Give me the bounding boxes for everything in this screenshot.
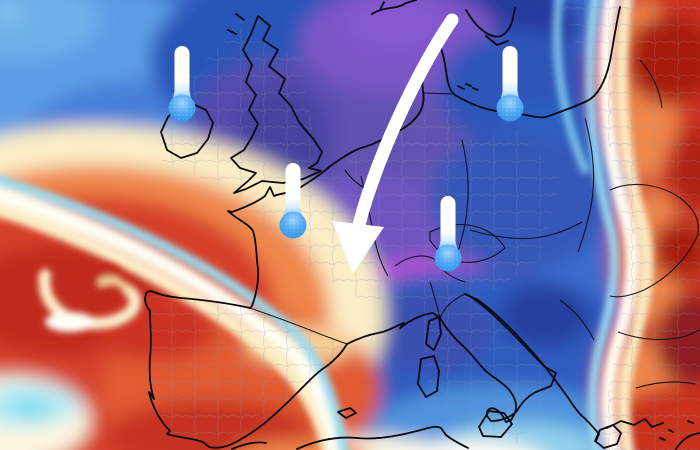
band-biscay-cyan xyxy=(0,175,349,450)
field-adriatic-navy xyxy=(500,283,590,347)
coastlines xyxy=(144,0,700,450)
border-bulgaria-greece xyxy=(635,381,696,389)
arrow-head xyxy=(332,221,384,274)
field-purple-vivid xyxy=(340,0,450,53)
coast-north-africa xyxy=(231,425,469,450)
coast-great-britain xyxy=(230,15,323,194)
border-poland-east xyxy=(577,117,595,253)
coast-ireland xyxy=(160,103,214,159)
coast-greece-gulfs xyxy=(606,418,664,429)
cold-air-arrow xyxy=(332,13,459,274)
border-germany-denmark xyxy=(423,92,453,95)
admin-mesh-east xyxy=(560,0,700,450)
band-baltic-cyan xyxy=(553,0,589,174)
swirl-sand-hook xyxy=(98,276,132,294)
atlantic-eddy-swirl xyxy=(38,264,142,332)
coast-danish-isles xyxy=(457,83,479,91)
country-borders xyxy=(249,59,700,389)
coast-sweden xyxy=(465,7,516,46)
border-baltics xyxy=(639,59,663,109)
border-pyrenees xyxy=(249,307,348,345)
coast-hebrides xyxy=(227,13,245,35)
border-france-italy xyxy=(429,281,466,319)
swirl-white-patch xyxy=(45,312,95,332)
admin-mesh-iberia xyxy=(148,295,345,445)
swirl-red-core xyxy=(64,264,120,300)
coast-iberia xyxy=(144,290,348,449)
admin-mesh-italy xyxy=(420,295,560,445)
field-ocean-pale xyxy=(0,0,100,60)
coast-mallorca xyxy=(337,407,357,419)
coast-norway xyxy=(371,0,417,15)
coast-sardinia xyxy=(417,355,440,398)
coast-adriatic-east xyxy=(464,293,600,442)
coast-aegean-east xyxy=(659,420,700,450)
swirl-cream-arm xyxy=(38,269,142,330)
border-serbia xyxy=(559,299,595,341)
border-germany-poland xyxy=(457,139,469,253)
field-ocean-chip xyxy=(0,5,16,21)
coast-italy xyxy=(439,293,557,423)
coast-sicily xyxy=(478,410,513,438)
admin-borders xyxy=(148,0,700,450)
field-sw-cyan-core xyxy=(8,398,52,418)
border-carpathian-loop xyxy=(609,183,699,298)
coast-france-med xyxy=(346,312,441,345)
border-danube xyxy=(617,329,700,340)
admin-mesh-central xyxy=(250,95,560,300)
field-africa-white xyxy=(405,440,535,450)
coast-corsica xyxy=(425,316,442,351)
border-slovakia xyxy=(469,221,583,240)
arrow-tail xyxy=(351,13,459,237)
